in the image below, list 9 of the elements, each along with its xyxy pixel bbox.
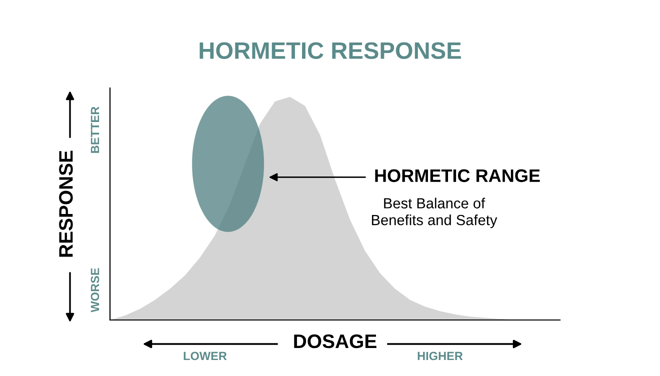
annotation: Best Balance of Benefits and Safety [372, 198, 498, 228]
text: WORSE [90, 268, 100, 312]
y-axis-title: RESPONSE [59, 150, 73, 257]
text: LOWER [184, 352, 227, 360]
chart-title: HORMETIC RESPONSE [200, 42, 461, 59]
annotation: HORMETIC RANGE [375, 169, 540, 182]
text: BETTER [90, 106, 100, 153]
x-axis-title: DOSAGE [294, 334, 376, 348]
text: HIGHER [418, 352, 463, 360]
